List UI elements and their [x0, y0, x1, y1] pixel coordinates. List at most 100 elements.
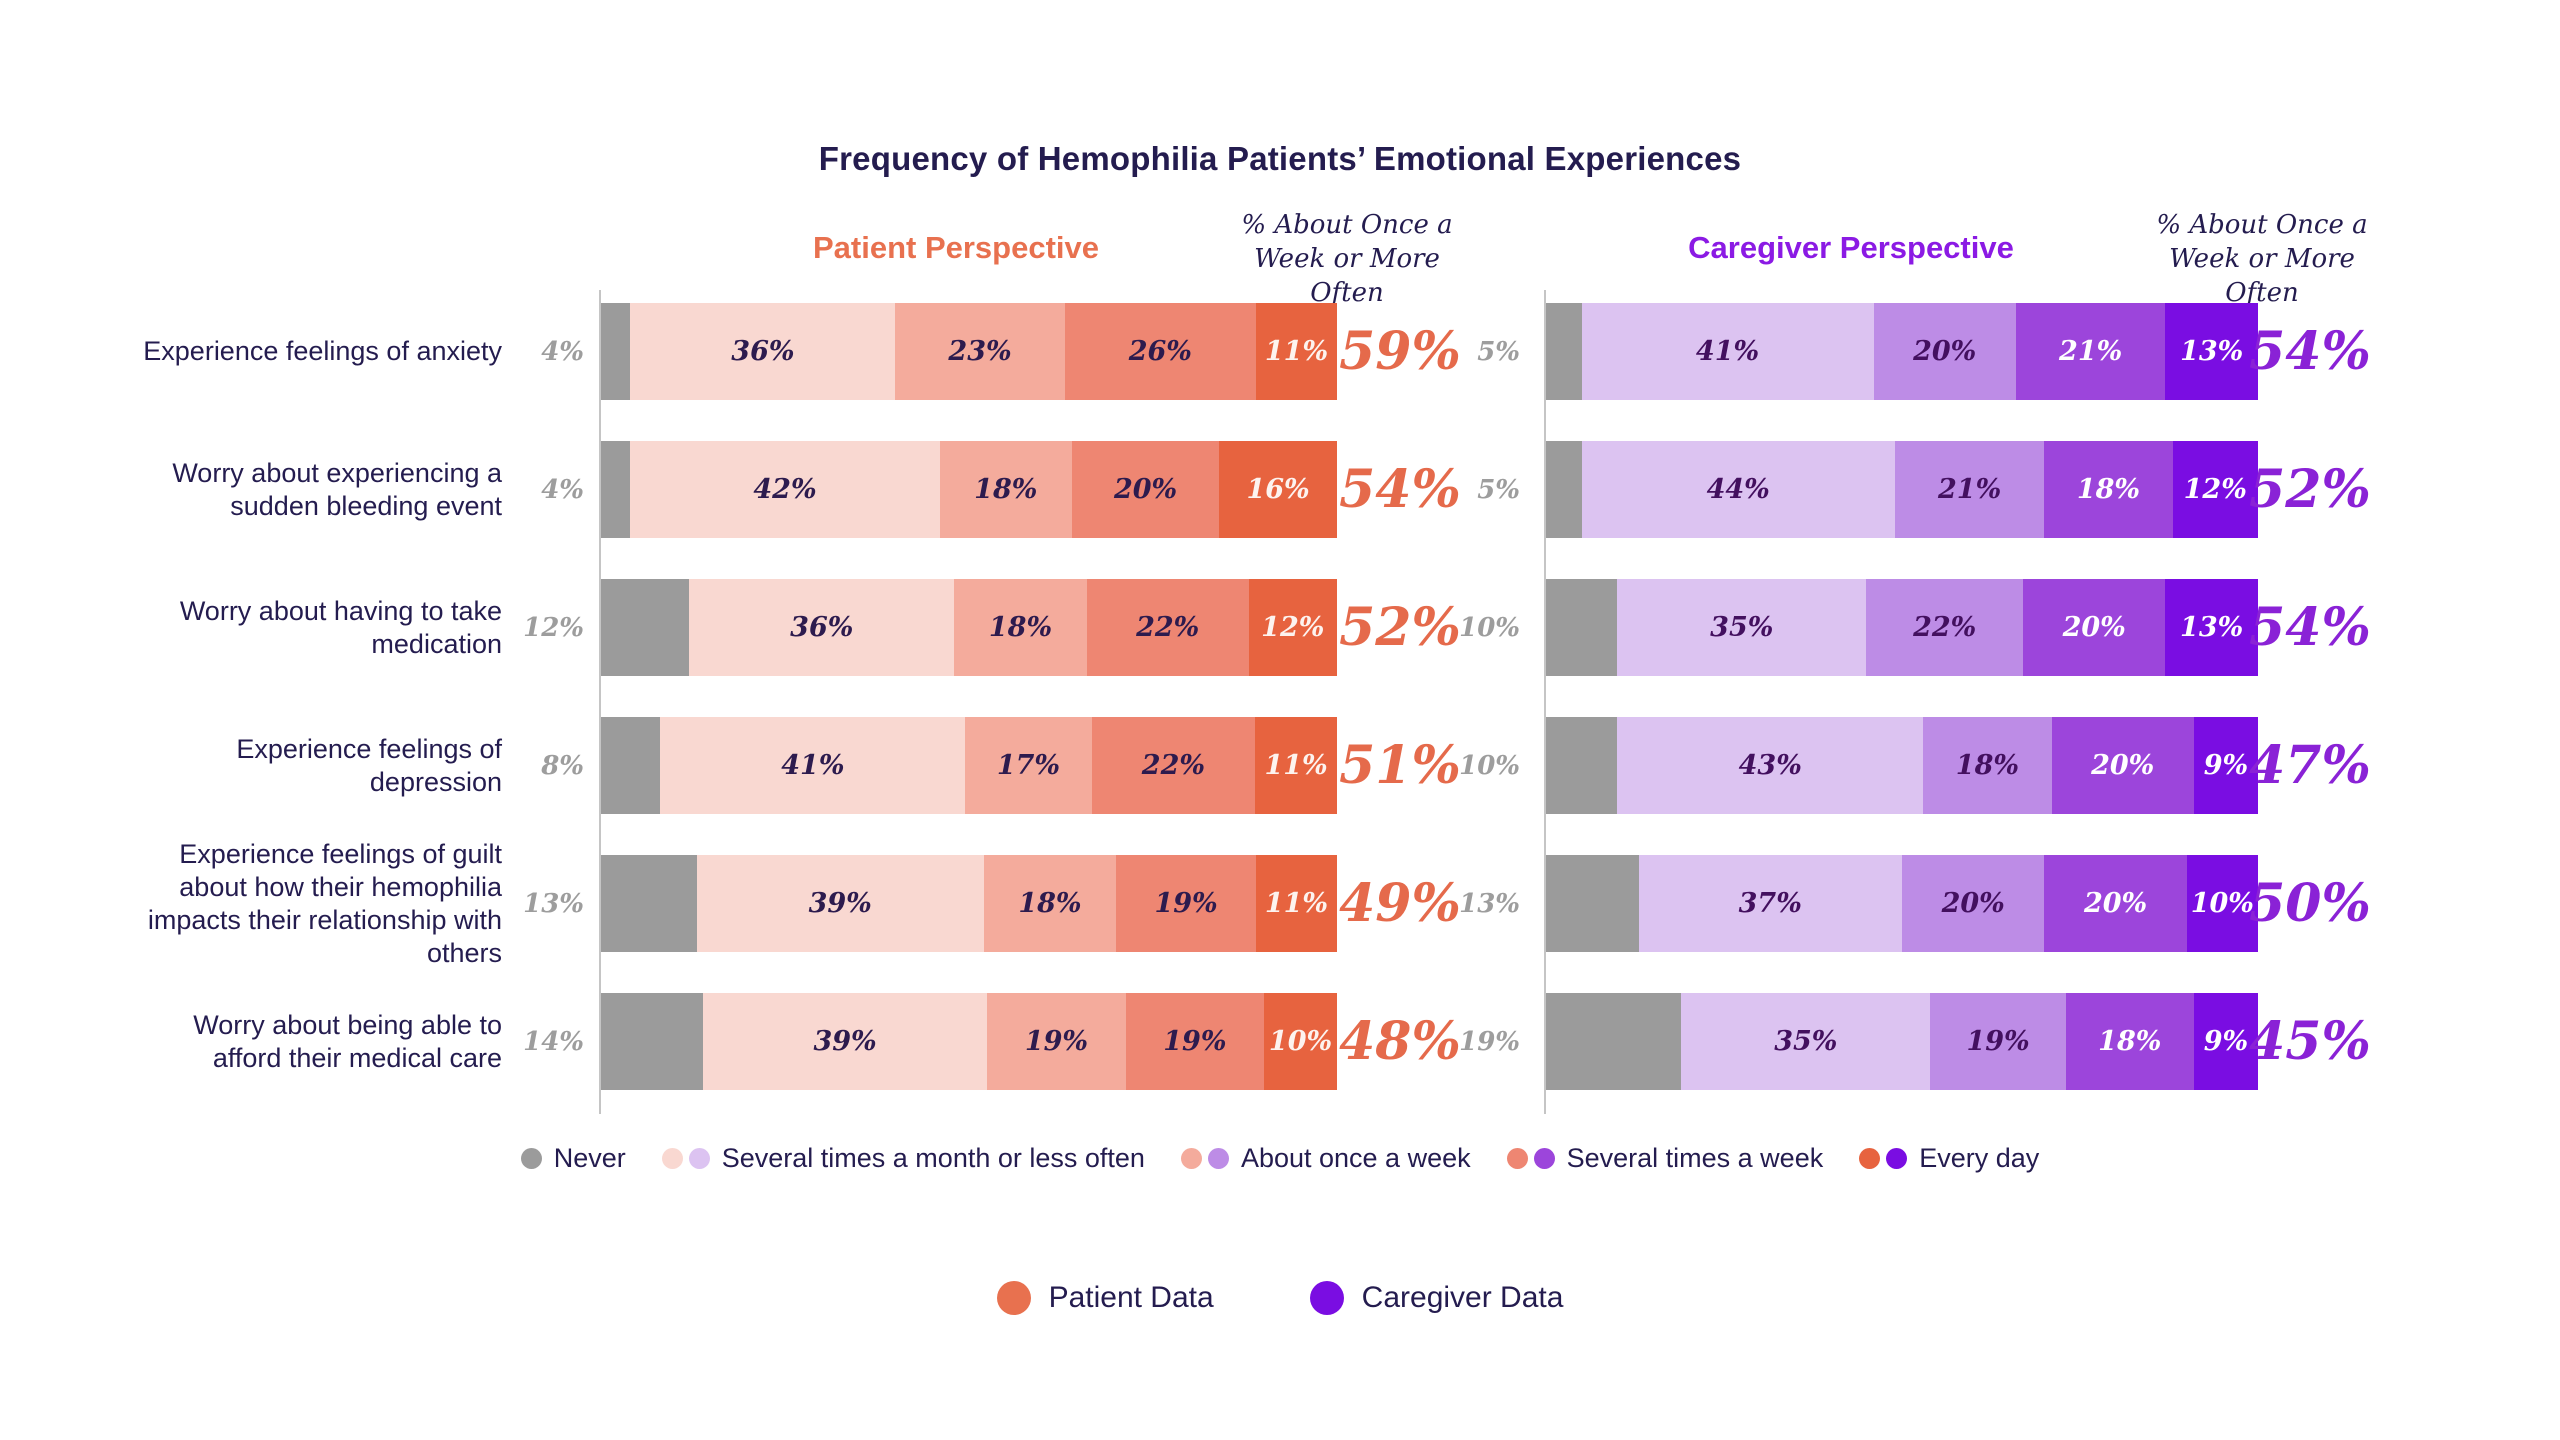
- patient-bar-segment: 22%: [1091, 717, 1256, 814]
- caregiver-bar-segment: 20%: [1901, 855, 2045, 952]
- caregiver-stacked-bar: 41% 20% 21% 13%: [1546, 303, 2258, 400]
- caregiver-stacked-bar: 44% 21% 18% 12%: [1546, 441, 2258, 538]
- legend-dot-icon: [1886, 1147, 1908, 1169]
- patient-total-percent-label: 52%: [1339, 597, 1461, 658]
- caregiver-bar-segment: 20%: [2023, 579, 2166, 676]
- legend-dot-group: [661, 1147, 710, 1169]
- caregiver-perspective-header: Caregiver Perspective: [1688, 230, 2014, 265]
- caregiver-total-percent-label: 50%: [2249, 873, 2371, 934]
- metric-header-caregiver-line1: % About Once a: [2156, 210, 2368, 240]
- legend-item: Several times a month or less often: [661, 1143, 1145, 1174]
- caregiver-bar-segment: 18%: [1923, 717, 2052, 814]
- legend-dot-group: [1506, 1147, 1555, 1169]
- row-label: Experience feelings of depression: [236, 733, 502, 797]
- caregiver-total-percent-label: 54%: [2249, 321, 2371, 382]
- patient-bar-segment: 19%: [987, 993, 1126, 1090]
- legend-dot-group: [1180, 1147, 1229, 1169]
- row-label: Experience feelings of guilt about how t…: [147, 838, 502, 968]
- metric-header-caregiver: % About Once a Week or More Often: [2137, 208, 2387, 310]
- legend-item-label: Never: [553, 1142, 626, 1173]
- caregiver-bar-segment: 41%: [1581, 303, 1874, 400]
- patient-total-percent-label: 48%: [1339, 1011, 1461, 1072]
- patient-bar-segment: 19%: [1116, 855, 1256, 952]
- caregiver-bar-segment: 20%: [2051, 717, 2194, 814]
- patient-stacked-bar: 39% 18% 19% 11%: [601, 855, 1337, 952]
- caregiver-never-segment: [1546, 303, 1582, 400]
- patient-bar-segment: 17%: [965, 717, 1092, 814]
- patient-never-segment: [601, 993, 704, 1090]
- caregiver-bar-segment: 20%: [2044, 855, 2187, 952]
- patient-never-segment: [601, 717, 661, 814]
- series-legend-item: Patient Data: [996, 1281, 1214, 1315]
- patient-bar-segment: 18%: [954, 579, 1087, 676]
- metric-header-patient-line2: Week or More Often: [1254, 244, 1440, 308]
- caregiver-bar-segment: 35%: [1617, 579, 1867, 676]
- caregiver-never-segment: [1546, 855, 1639, 952]
- patient-never-percent-label: 4%: [541, 336, 584, 367]
- legend-item: Every day: [1859, 1143, 2039, 1174]
- caregiver-total-percent-label: 47%: [2249, 735, 2371, 796]
- patient-bar-segment: 11%: [1256, 303, 1337, 400]
- patient-stacked-bar: 39% 19% 19% 10%: [601, 993, 1337, 1090]
- caregiver-bar-segment: 37%: [1638, 855, 1902, 952]
- patient-bar-segment: 11%: [1255, 717, 1337, 814]
- metric-header-patient-line1: % About Once a: [1241, 210, 1453, 240]
- legend-item: Never: [520, 1142, 626, 1174]
- chart-row: Experience feelings of depression 8% 41% 17…: [0, 717, 2560, 814]
- legend-dot-icon: [661, 1147, 683, 1169]
- caregiver-bar-segment: 21%: [1894, 441, 2045, 538]
- series-legend-label: Patient Data: [1048, 1281, 1214, 1314]
- axis-line-caregiver: [1544, 290, 1546, 1114]
- patient-bar-segment: 20%: [1072, 441, 1220, 538]
- patient-bar-segment: 26%: [1064, 303, 1257, 400]
- caregiver-never-percent-label: 5%: [1477, 336, 1520, 367]
- patient-never-segment: [601, 855, 697, 952]
- caregiver-stacked-bar: 35% 22% 20% 13%: [1546, 579, 2258, 676]
- series-legend: Patient Data Caregiver Data: [0, 1266, 2560, 1330]
- patient-total-percent-label: 49%: [1339, 873, 1461, 934]
- caregiver-bar-segment: 9%: [2193, 993, 2258, 1090]
- legend-dot-icon: [688, 1147, 710, 1169]
- frequency-legend: Never Several times a month or less often…: [0, 1134, 2560, 1182]
- caregiver-bar-segment: 35%: [1681, 993, 1931, 1090]
- series-legend-dot-icon: [1309, 1281, 1344, 1315]
- caregiver-bar-segment: 13%: [2165, 579, 2258, 676]
- patient-never-percent-label: 8%: [541, 750, 584, 781]
- patient-perspective-header: Patient Perspective: [812, 230, 1100, 265]
- patient-total-percent-label: 51%: [1339, 735, 1461, 796]
- patient-bar-segment: 41%: [660, 717, 966, 814]
- patient-stacked-bar: 36% 18% 22% 12%: [601, 579, 1337, 676]
- chart-row: Worry about experiencing a sudden bleedi…: [0, 441, 2560, 538]
- row-label: Worry about experiencing a sudden bleedi…: [172, 457, 502, 521]
- patient-stacked-bar: 36% 23% 26% 11%: [601, 303, 1337, 400]
- chart-row: Experience feelings of guilt about how t…: [0, 838, 2560, 968]
- legend-item-label: Every day: [1919, 1142, 2040, 1173]
- caregiver-stacked-bar: 43% 18% 20% 9%: [1546, 717, 2258, 814]
- caregiver-stacked-bar: 37% 20% 20% 10%: [1546, 855, 2258, 952]
- caregiver-bar-segment: 22%: [1866, 579, 2023, 676]
- patient-bar-segment: 10%: [1264, 993, 1337, 1090]
- patient-never-segment: [601, 441, 631, 538]
- series-legend-dot-icon: [996, 1281, 1031, 1315]
- caregiver-bar-segment: 9%: [2193, 717, 2258, 814]
- patient-never-segment: [601, 303, 631, 400]
- caregiver-never-segment: [1546, 441, 1582, 538]
- caregiver-bar-segment: 43%: [1617, 717, 1924, 814]
- caregiver-never-percent-label: 19%: [1459, 1026, 1520, 1057]
- patient-never-segment: [601, 579, 690, 676]
- legend-dot-group: [1859, 1147, 1908, 1169]
- patient-bar-segment: 39%: [696, 855, 984, 952]
- caregiver-bar-segment: 20%: [1873, 303, 2016, 400]
- patient-bar-segment: 23%: [895, 303, 1065, 400]
- patient-bar-segment: 42%: [630, 441, 940, 538]
- patient-never-percent-label: 13%: [523, 888, 584, 919]
- legend-dot-icon: [1207, 1147, 1229, 1169]
- patient-total-percent-label: 54%: [1339, 459, 1461, 520]
- patient-stacked-bar: 42% 18% 20% 16%: [601, 441, 1337, 538]
- row-label: Worry about having to take medication: [179, 595, 502, 659]
- caregiver-total-percent-label: 45%: [2249, 1011, 2371, 1072]
- caregiver-bar-segment: 44%: [1581, 441, 1895, 538]
- caregiver-bar-segment: 19%: [1930, 993, 2066, 1090]
- patient-bar-segment: 19%: [1125, 993, 1265, 1090]
